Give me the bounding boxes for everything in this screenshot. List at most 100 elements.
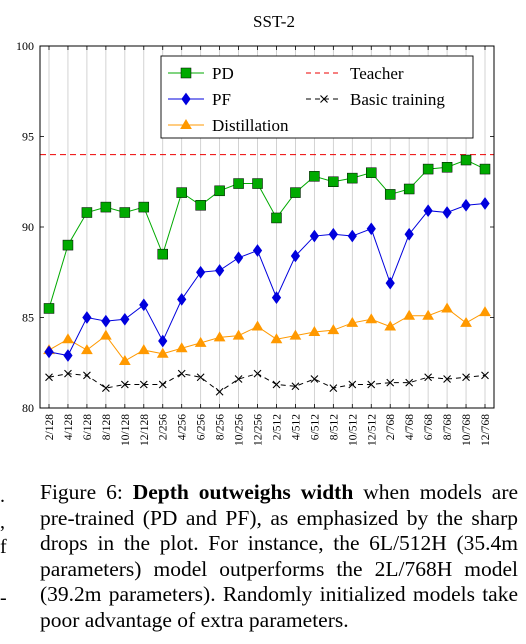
x-tick-label: 6/768 bbox=[423, 414, 435, 440]
x-tick-label: 8/128 bbox=[101, 414, 113, 440]
x-tick-label: 8/256 bbox=[215, 414, 227, 440]
point-basic-training bbox=[272, 380, 281, 389]
point-distillation bbox=[99, 329, 112, 340]
x-tick-label: 4/768 bbox=[404, 414, 416, 440]
point-pd bbox=[479, 163, 491, 175]
point-pf bbox=[290, 249, 301, 263]
point-pd bbox=[62, 239, 74, 251]
y-tick-label: 85 bbox=[22, 311, 34, 325]
point-basic-training bbox=[215, 387, 224, 396]
legend: PD PF Distillation Teacher Basic training bbox=[160, 55, 474, 139]
x-tick-label: 6/128 bbox=[82, 414, 94, 440]
point-distillation bbox=[118, 354, 131, 365]
x-tick-label: 10/512 bbox=[347, 414, 359, 446]
point-pf bbox=[480, 197, 490, 210]
point-pd bbox=[119, 207, 131, 218]
plot-frame bbox=[39, 45, 495, 409]
point-pd bbox=[309, 171, 320, 182]
x-tick-label: 12/768 bbox=[480, 414, 492, 446]
legend-entry-pd: PD bbox=[168, 64, 234, 83]
point-pf bbox=[120, 312, 130, 326]
legend-marker-pf bbox=[181, 92, 191, 106]
x-tick-label: 8/768 bbox=[442, 414, 454, 440]
x-tick-label: 8/512 bbox=[328, 414, 340, 440]
x-tick-label: 2/256 bbox=[158, 414, 170, 440]
point-distillation bbox=[232, 329, 245, 340]
point-pd bbox=[100, 201, 112, 213]
point-distillation bbox=[384, 320, 397, 331]
point-basic-training bbox=[253, 369, 262, 378]
point-basic-training bbox=[348, 380, 357, 389]
point-distillation bbox=[156, 347, 169, 358]
point-basic-training bbox=[310, 375, 319, 383]
point-basic-training bbox=[367, 380, 376, 389]
point-distillation bbox=[441, 302, 453, 313]
margin-fragment: - bbox=[0, 587, 7, 609]
point-pd bbox=[347, 172, 358, 184]
caption-bold: Depth outweighs width bbox=[132, 480, 354, 504]
legend-marker-pd bbox=[180, 67, 192, 79]
x-tick-label: 12/256 bbox=[253, 414, 265, 446]
point-distillation bbox=[403, 309, 416, 320]
legend-box bbox=[160, 55, 474, 139]
legend-entry-pf: PF bbox=[168, 90, 231, 109]
point-pf bbox=[63, 349, 73, 362]
y-tick-labels: 80 85 90 95 100 bbox=[16, 39, 34, 415]
x-tick-label: 2/512 bbox=[271, 414, 283, 440]
point-pf bbox=[328, 227, 338, 241]
point-pf bbox=[347, 229, 357, 243]
point-pf bbox=[461, 198, 471, 212]
point-distillation bbox=[479, 306, 491, 317]
x-tick-labels: 2/128 4/128 6/128 8/128 10/128 12/128 2/256 4/2… bbox=[44, 414, 492, 446]
point-basic-training bbox=[481, 371, 489, 380]
legend-marker-basic-training bbox=[320, 95, 328, 103]
point-pf bbox=[309, 229, 320, 243]
point-pd bbox=[422, 163, 434, 175]
figure-caption: Figure 6: Depth outweighs width when mod… bbox=[40, 480, 518, 633]
point-pd bbox=[290, 187, 301, 198]
point-pd bbox=[176, 187, 187, 198]
point-pd bbox=[271, 212, 282, 224]
point-distillation bbox=[175, 342, 188, 353]
point-distillation bbox=[270, 333, 283, 344]
series-distillation bbox=[43, 302, 491, 365]
point-pd bbox=[460, 154, 472, 166]
point-pd bbox=[233, 178, 244, 189]
point-basic-training bbox=[120, 380, 129, 389]
point-pd bbox=[195, 200, 206, 211]
series-line-distillation bbox=[48, 307, 486, 362]
point-pd bbox=[214, 185, 225, 197]
point-distillation bbox=[62, 333, 74, 344]
point-pf bbox=[101, 314, 111, 328]
point-pd bbox=[81, 207, 93, 218]
legend-label-teacher: Teacher bbox=[350, 64, 404, 83]
legend-entry-basic-training: Basic training bbox=[306, 90, 445, 109]
margin-fragment: . bbox=[0, 485, 5, 507]
point-basic-training bbox=[462, 373, 470, 382]
point-basic-training bbox=[405, 378, 414, 387]
point-basic-training bbox=[196, 373, 205, 382]
point-basic-training bbox=[83, 371, 91, 380]
point-distillation bbox=[346, 316, 359, 327]
x-tick-label: 4/256 bbox=[177, 414, 189, 440]
point-pf bbox=[442, 206, 452, 219]
point-distillation bbox=[422, 309, 435, 320]
y-tick-label: 80 bbox=[22, 401, 34, 415]
point-pd bbox=[441, 162, 453, 173]
series-pd bbox=[43, 154, 491, 314]
x-tick-label: 6/256 bbox=[196, 414, 208, 440]
point-pf bbox=[423, 204, 433, 218]
point-distillation bbox=[289, 329, 302, 340]
point-pd bbox=[328, 176, 339, 187]
point-pf bbox=[233, 251, 244, 265]
point-distillation bbox=[365, 313, 378, 324]
legend-entry-teacher: Teacher bbox=[306, 64, 404, 83]
point-basic-training bbox=[45, 373, 53, 382]
point-basic-training bbox=[101, 384, 110, 392]
series-line-basic-training bbox=[48, 373, 486, 393]
caption-text: when models are pre-trained (PD and PF),… bbox=[40, 480, 519, 632]
point-basic-training bbox=[329, 384, 338, 392]
point-basic-training bbox=[139, 380, 148, 389]
caption-label: Figure 6: bbox=[40, 480, 123, 504]
x-tick-label: 4/512 bbox=[290, 414, 302, 440]
